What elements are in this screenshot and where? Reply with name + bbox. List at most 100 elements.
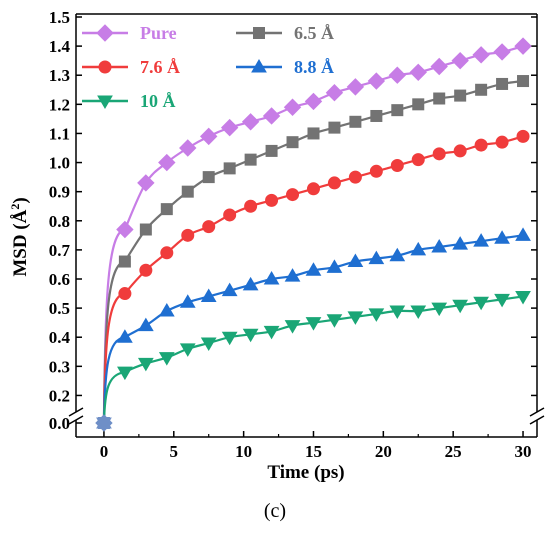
y-tick-label: 0.5 xyxy=(49,299,70,318)
series-2-point xyxy=(181,228,195,242)
y-tick-label: 0.3 xyxy=(49,357,70,376)
series-0-point xyxy=(137,174,155,192)
series-2-point xyxy=(223,208,237,222)
series-3-point xyxy=(179,294,196,308)
legend-marker xyxy=(97,95,113,109)
axis-break-right-a xyxy=(529,407,545,417)
x-tick-label: 30 xyxy=(515,442,532,461)
series-4-point xyxy=(326,314,343,328)
series-3-point xyxy=(137,317,154,332)
series-0-point xyxy=(451,51,469,70)
y-tick-label-zero: 0.0 xyxy=(49,414,70,433)
x-axis-title: Time (ps) xyxy=(267,462,344,483)
series-2-point xyxy=(160,246,174,260)
series-3-point xyxy=(473,233,489,247)
series-3-point xyxy=(284,268,301,282)
series-4-point xyxy=(242,328,259,343)
y-axis-title: MSD (Å2) xyxy=(8,197,31,276)
series-4-point xyxy=(158,352,175,366)
series-2-point xyxy=(118,287,132,301)
series-2-point xyxy=(244,199,258,213)
legend-marker xyxy=(98,60,112,74)
series-1-point xyxy=(370,109,383,122)
y-tick-label: 0.4 xyxy=(49,328,71,347)
series-3-point xyxy=(305,262,322,276)
series-1-point xyxy=(433,92,446,105)
series-4-point xyxy=(200,337,217,352)
axis-ticks: 0 5 10 15 20 25 30 0.2 0.3 0.4 0.5 0.6 0.7 0.8 0.9 1.0 1… xyxy=(49,8,537,461)
x-tick-label: 25 xyxy=(445,442,462,461)
legend-marker xyxy=(253,27,265,39)
legend-item-4: 10 Å xyxy=(82,91,176,111)
y-tick-label: 1.0 xyxy=(49,154,70,173)
series-2-point xyxy=(265,193,279,207)
y-axis-title-superscript: 2 xyxy=(8,204,22,210)
series-0-point xyxy=(472,46,490,64)
series-2-point xyxy=(202,220,216,234)
series-1-point xyxy=(244,153,257,166)
series-3-point xyxy=(452,236,469,250)
legend-item-1: 6.5 Å xyxy=(236,23,334,43)
series-4-point xyxy=(473,296,489,311)
series-4-point xyxy=(179,343,196,357)
legend-label: 6.5 Å xyxy=(294,23,334,43)
series-0-point xyxy=(388,66,407,84)
x-tick-label: 5 xyxy=(170,442,179,461)
series-3-point xyxy=(117,329,133,343)
series-2-point xyxy=(369,164,383,178)
series-1-point xyxy=(181,185,194,198)
series-3-point xyxy=(347,253,364,268)
series-2-point xyxy=(327,176,341,190)
legend-label: 10 Å xyxy=(140,91,176,111)
series-4-point xyxy=(431,302,448,317)
series-4-point xyxy=(410,305,427,320)
series-1-point xyxy=(412,98,425,111)
series-2-point xyxy=(306,182,320,196)
series-3-point xyxy=(263,271,280,285)
series-1-point xyxy=(454,89,467,102)
axis-break-left-b xyxy=(68,415,84,425)
series-1-point xyxy=(517,75,530,88)
series-0-point xyxy=(346,78,365,96)
series-0-point xyxy=(200,127,218,146)
series-2-point xyxy=(411,153,425,167)
series-2-point xyxy=(495,135,509,149)
y-tick-label: 0.6 xyxy=(49,270,70,289)
series-1-point xyxy=(139,223,152,236)
x-tick-label: 15 xyxy=(305,442,322,461)
series-3-point xyxy=(389,247,406,262)
series-1-point xyxy=(328,121,341,134)
axis-break-right-b xyxy=(529,415,545,425)
legend-label: 7.6 Å xyxy=(140,57,180,77)
series-1-point xyxy=(391,104,404,117)
series-3-point xyxy=(242,276,259,291)
series-0-point xyxy=(179,139,197,157)
series-4-point xyxy=(368,308,385,322)
legend-label: 8.8 Å xyxy=(294,57,334,77)
series-3-point xyxy=(494,230,510,244)
plot-frame xyxy=(68,13,545,438)
series-2-point xyxy=(390,158,404,172)
legend-item-3: 8.8 Å xyxy=(236,57,334,77)
x-tick-label: 10 xyxy=(235,442,252,461)
series-0-point xyxy=(241,113,260,131)
series-0-point xyxy=(283,98,302,116)
series-4-point xyxy=(452,299,469,314)
series-3-point xyxy=(326,259,343,273)
y-tick-label: 1.3 xyxy=(49,66,70,85)
series-0-point xyxy=(304,92,323,111)
series-4-point xyxy=(494,293,510,308)
series-0-point xyxy=(158,153,176,172)
legend-item-2: 7.6 Å xyxy=(82,57,180,77)
legend-marker xyxy=(96,24,114,42)
series-4-point xyxy=(389,305,406,320)
series-2-point xyxy=(348,170,362,184)
series-2-point xyxy=(516,129,530,143)
series-3-point xyxy=(410,241,427,256)
series-2-point xyxy=(432,147,446,161)
series-1-point xyxy=(160,203,173,216)
series-0-point xyxy=(514,37,532,55)
series-1-point xyxy=(202,171,215,184)
y-tick-label: 0.9 xyxy=(49,183,70,202)
